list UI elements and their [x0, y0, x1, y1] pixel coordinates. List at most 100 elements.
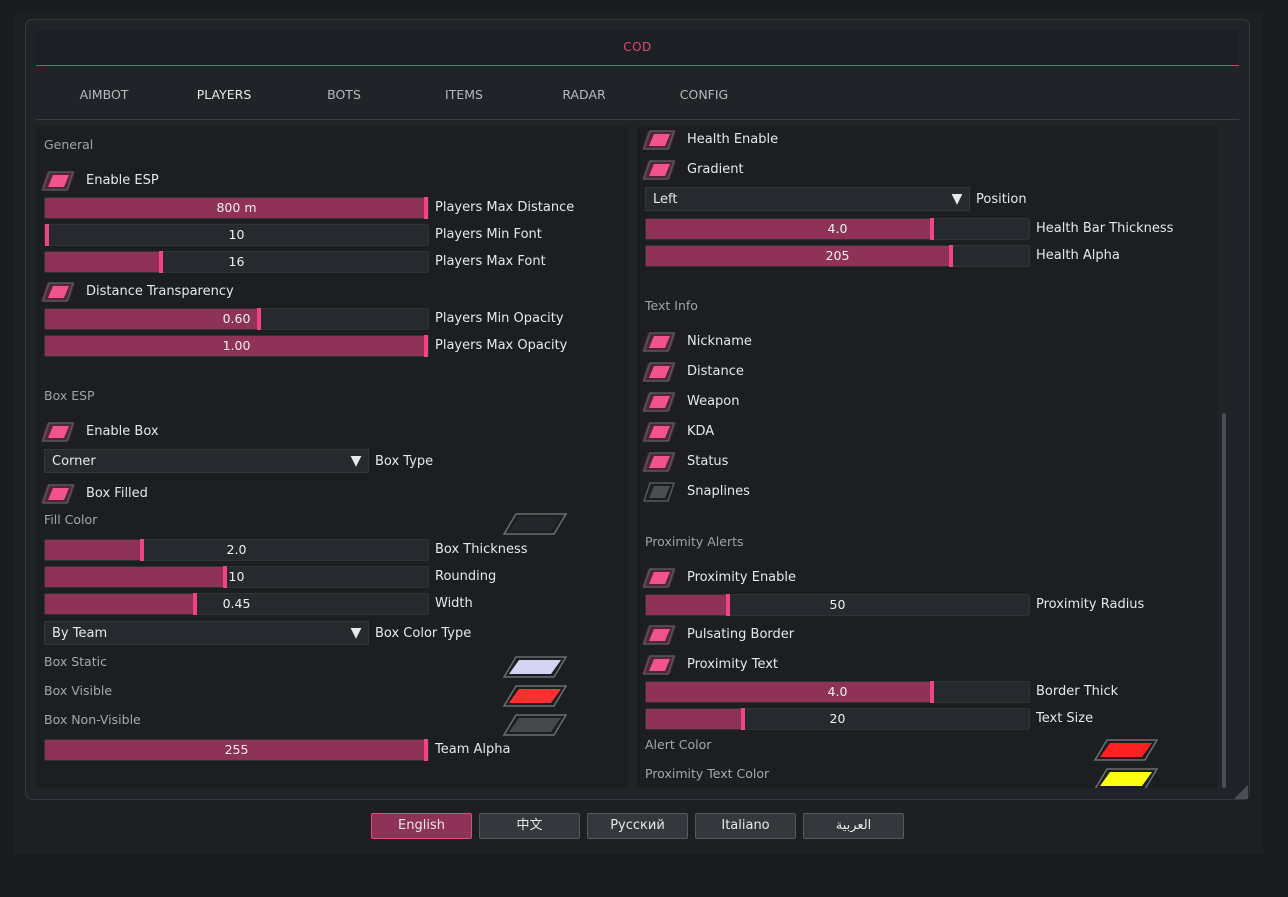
alert-color-swatch[interactable]	[1093, 738, 1159, 762]
proximity-text-checkbox[interactable]	[641, 653, 677, 677]
enable-esp-checkbox[interactable]	[40, 169, 76, 193]
width-value: 0.45	[222, 596, 251, 611]
max-opacity-value: 1.00	[222, 338, 251, 353]
position-label: Position	[976, 192, 1027, 207]
tab-bots[interactable]: BOTS	[280, 73, 408, 116]
rounding-slider[interactable]: 10	[44, 566, 429, 588]
nickname-checkbox[interactable]	[641, 330, 677, 354]
border-thick-slider[interactable]: 4.0	[645, 681, 1030, 703]
box-type-label: Box Type	[375, 454, 434, 469]
lang-arabic[interactable]: العربية	[803, 813, 904, 839]
width-label: Width	[435, 596, 473, 611]
distance-transparency-label: Distance Transparency	[86, 284, 234, 299]
section-box-esp: Box ESP	[44, 388, 95, 403]
tab-radar[interactable]: RADAR	[520, 73, 648, 116]
max-font-label: Players Max Font	[435, 254, 546, 269]
rounding-label: Rounding	[435, 569, 497, 584]
distance-label: Distance	[687, 364, 744, 379]
weapon-checkbox[interactable]	[641, 390, 677, 414]
proximity-radius-label: Proximity Radius	[1036, 597, 1145, 612]
health-enable-checkbox[interactable]	[641, 128, 677, 152]
box-filled-label: Box Filled	[86, 486, 148, 501]
proximity-enable-checkbox[interactable]	[641, 566, 677, 590]
right-panel-scrollbar[interactable]	[1222, 413, 1226, 788]
team-alpha-slider[interactable]: 255	[44, 739, 429, 761]
status-checkbox[interactable]	[641, 450, 677, 474]
health-thickness-value: 4.0	[827, 221, 848, 236]
left-panel: General Enable ESP 800 m Players Max Dis…	[36, 126, 628, 788]
box-visible-label: Box Visible	[44, 683, 113, 698]
min-opacity-value: 0.60	[222, 311, 251, 326]
max-font-slider[interactable]: 16	[44, 251, 429, 273]
box-thickness-value: 2.0	[226, 542, 247, 557]
min-opacity-label: Players Min Opacity	[435, 311, 564, 326]
box-static-label: Box Static	[44, 654, 107, 669]
pulsating-border-label: Pulsating Border	[687, 627, 795, 642]
max-font-value: 16	[228, 254, 245, 269]
pulsating-border-checkbox[interactable]	[641, 623, 677, 647]
lang-russian[interactable]: Русский	[587, 813, 688, 839]
width-slider[interactable]: 0.45	[44, 593, 429, 615]
proximity-radius-value: 50	[829, 597, 846, 612]
max-opacity-label: Players Max Opacity	[435, 338, 568, 353]
kda-checkbox[interactable]	[641, 420, 677, 444]
health-alpha-label: Health Alpha	[1036, 248, 1120, 263]
distance-checkbox[interactable]	[641, 360, 677, 384]
section-text-info: Text Info	[645, 298, 698, 313]
lang-english[interactable]: English	[371, 813, 472, 839]
distance-transparency-checkbox[interactable]	[40, 280, 76, 304]
status-label: Status	[687, 454, 729, 469]
text-size-slider[interactable]: 20	[645, 708, 1030, 730]
snaplines-label: Snaplines	[687, 484, 750, 499]
health-thickness-slider[interactable]: 4.0	[645, 218, 1030, 240]
chevron-down-icon: ▼	[350, 625, 362, 641]
gradient-checkbox[interactable]	[641, 158, 677, 182]
tab-aimbot[interactable]: AIMBOT	[40, 73, 168, 116]
border-thick-label: Border Thick	[1036, 684, 1119, 699]
health-thickness-label: Health Bar Thickness	[1036, 221, 1174, 236]
proximity-radius-slider[interactable]: 50	[645, 594, 1030, 616]
box-thickness-label: Box Thickness	[435, 542, 528, 557]
lang-chinese[interactable]: 中文	[479, 813, 580, 839]
health-alpha-slider[interactable]: 205	[645, 245, 1030, 267]
proximity-text-color-swatch[interactable]	[1093, 767, 1159, 788]
nickname-label: Nickname	[687, 334, 752, 349]
min-opacity-slider[interactable]: 0.60	[44, 308, 429, 330]
box-type-select[interactable]: Corner ▼	[44, 449, 369, 473]
min-font-slider[interactable]: 10	[44, 224, 429, 246]
lang-italian[interactable]: Italiano	[695, 813, 796, 839]
box-non-visible-swatch[interactable]	[502, 713, 568, 737]
chevron-down-icon: ▼	[350, 453, 362, 469]
proximity-text-label: Proximity Text	[687, 657, 779, 672]
max-opacity-slider[interactable]: 1.00	[44, 335, 429, 357]
box-visible-swatch[interactable]	[502, 684, 568, 708]
position-select[interactable]: Left ▼	[645, 187, 970, 211]
tab-config[interactable]: CONFIG	[640, 73, 768, 116]
tab-items[interactable]: ITEMS	[400, 73, 528, 116]
enable-box-checkbox[interactable]	[40, 420, 76, 444]
box-color-type-value: By Team	[52, 626, 108, 641]
right-panel: Health Enable Gradient Left ▼ Position 4.…	[637, 126, 1217, 788]
max-distance-slider[interactable]: 800 m	[44, 197, 429, 219]
box-static-swatch[interactable]	[502, 655, 568, 679]
health-enable-label: Health Enable	[687, 132, 779, 147]
section-proximity: Proximity Alerts	[645, 534, 744, 549]
fill-color-swatch[interactable]	[502, 512, 568, 536]
text-size-value: 20	[829, 711, 846, 726]
kda-label: KDA	[687, 424, 715, 439]
max-distance-value: 800 m	[216, 200, 257, 215]
alert-color-label: Alert Color	[645, 737, 712, 752]
proximity-enable-label: Proximity Enable	[687, 570, 797, 585]
chevron-down-icon: ▼	[951, 191, 963, 207]
box-thickness-slider[interactable]: 2.0	[44, 539, 429, 561]
tab-players[interactable]: PLAYERS	[160, 73, 288, 116]
snaplines-checkbox[interactable]	[641, 480, 677, 504]
enable-box-label: Enable Box	[86, 424, 159, 439]
box-type-value: Corner	[52, 454, 96, 469]
team-alpha-value: 255	[224, 742, 249, 757]
resize-grip-icon[interactable]	[1232, 783, 1248, 799]
fill-color-label: Fill Color	[44, 512, 98, 527]
box-color-type-select[interactable]: By Team ▼	[44, 621, 369, 645]
box-filled-checkbox[interactable]	[40, 482, 76, 506]
min-font-label: Players Min Font	[435, 227, 542, 242]
